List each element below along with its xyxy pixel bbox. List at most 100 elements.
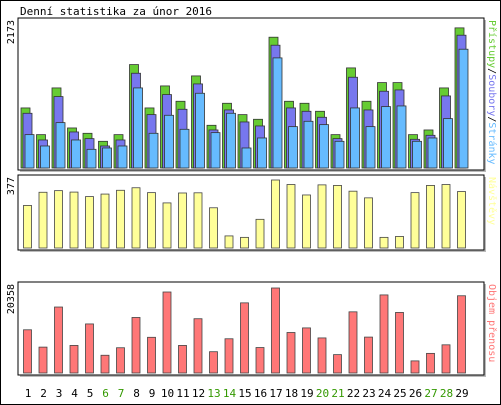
bar-navstevy-day-2 xyxy=(38,191,48,249)
bar-stranky-day-25 xyxy=(396,105,407,169)
bar-objem-prenosu-day-14 xyxy=(224,338,234,374)
bar-objem-prenosu-day-24 xyxy=(379,294,389,374)
day-label-23: 23 xyxy=(362,387,375,400)
legend-separator: / xyxy=(486,68,497,74)
bar-navstevy-day-15 xyxy=(240,236,249,249)
legend-pristupy: Přístupy xyxy=(486,20,498,68)
bar-navstevy-day-10 xyxy=(162,202,172,249)
bar-navstevy-day-11 xyxy=(178,192,187,249)
bar-navstevy-day-22 xyxy=(348,190,358,249)
bar-objem-prenosu-day-22 xyxy=(348,311,358,374)
bar-stranky-day-26 xyxy=(412,140,422,169)
bar-stranky-day-12 xyxy=(195,92,205,169)
bar-stranky-day-16 xyxy=(257,137,267,169)
bar-objem-prenosu-day-21 xyxy=(333,354,342,374)
bar-stranky-day-9 xyxy=(148,132,159,169)
panel-max-label: 20358 xyxy=(6,284,17,314)
bar-objem-prenosu-day-15 xyxy=(240,302,249,374)
bar-objem-prenosu-day-26 xyxy=(410,360,420,374)
bar-objem-prenosu-day-11 xyxy=(178,345,187,374)
panel-2: 377 Návštěvy xyxy=(6,174,498,252)
bar-navstevy-day-23 xyxy=(364,197,373,249)
bar-stranky-day-7 xyxy=(117,145,128,169)
bar-navstevy-day-27 xyxy=(426,185,435,249)
bar-objem-prenosu-day-13 xyxy=(209,351,218,374)
legend-navstevy: Návštěvy xyxy=(486,177,498,225)
panel-legend: Objem přenosu xyxy=(486,284,498,362)
day-label-1: 1 xyxy=(25,387,32,400)
legend-stranky: Stránky xyxy=(486,122,498,164)
bar-objem-prenosu-day-23 xyxy=(364,336,373,374)
bar-navstevy-day-26 xyxy=(410,192,420,249)
bar-objem-prenosu-day-5 xyxy=(85,323,94,374)
day-label-4: 4 xyxy=(71,387,78,400)
bar-navstevy-day-12 xyxy=(193,192,203,249)
bar-objem-prenosu-day-16 xyxy=(255,347,265,374)
day-label-20: 20 xyxy=(316,387,329,400)
bar-navstevy-day-20 xyxy=(317,184,327,249)
day-label-17: 17 xyxy=(269,387,282,400)
bar-stranky-day-6 xyxy=(102,147,112,169)
bar-navstevy-day-13 xyxy=(209,207,218,249)
bar-stranky-day-10 xyxy=(164,114,174,169)
day-label-14: 14 xyxy=(223,387,237,400)
bar-navstevy-day-14 xyxy=(224,235,234,249)
day-label-22: 22 xyxy=(347,387,360,400)
bar-objem-prenosu-day-10 xyxy=(162,291,172,374)
bar-objem-prenosu-day-12 xyxy=(193,318,203,374)
day-label-27: 27 xyxy=(424,387,437,400)
panel-legend: Přístupy/Soubory/Stránky xyxy=(486,20,498,165)
bar-stranky-day-14 xyxy=(226,112,236,169)
bar-navstevy-day-4 xyxy=(69,191,79,249)
day-label-18: 18 xyxy=(285,387,298,400)
bar-stranky-day-29 xyxy=(458,48,469,169)
day-label-29: 29 xyxy=(455,387,468,400)
panel-frame xyxy=(17,174,485,251)
bar-stranky-day-17 xyxy=(272,57,283,169)
bar-objem-prenosu-day-7 xyxy=(116,347,125,374)
bar-navstevy-day-8 xyxy=(131,187,141,249)
bar-objem-prenosu-day-1 xyxy=(23,329,32,374)
bar-navstevy-day-19 xyxy=(302,194,311,249)
bar-stranky-day-20 xyxy=(319,124,329,169)
bar-objem-prenosu-day-28 xyxy=(441,344,451,374)
bar-navstevy-day-6 xyxy=(100,193,110,249)
legend-soubory: Soubory xyxy=(486,74,497,116)
day-label-16: 16 xyxy=(254,387,267,400)
bar-objem-prenosu-day-3 xyxy=(54,306,63,374)
bar-objem-prenosu-day-18 xyxy=(286,332,296,374)
bar-objem-prenosu-day-25 xyxy=(395,312,404,374)
bar-objem-prenosu-day-20 xyxy=(317,337,327,374)
bar-stranky-day-28 xyxy=(443,118,453,169)
panel-legend: Návštěvy xyxy=(486,177,498,225)
day-label-2: 2 xyxy=(40,387,47,400)
bar-navstevy-day-21 xyxy=(333,185,342,249)
bar-objem-prenosu-day-17 xyxy=(271,287,280,374)
bar-navstevy-day-17 xyxy=(271,179,280,249)
bar-objem-prenosu-day-4 xyxy=(69,345,79,374)
bar-stranky-day-24 xyxy=(381,106,391,169)
bar-objem-prenosu-day-9 xyxy=(147,336,156,374)
bar-navstevy-day-24 xyxy=(379,236,389,249)
bar-stranky-day-21 xyxy=(334,140,345,169)
day-label-11: 11 xyxy=(176,387,189,400)
bar-stranky-day-15 xyxy=(241,147,252,169)
bar-stranky-day-3 xyxy=(55,122,66,169)
bar-navstevy-day-3 xyxy=(54,190,63,249)
bar-objem-prenosu-day-19 xyxy=(302,327,311,374)
bar-navstevy-day-9 xyxy=(147,192,156,249)
bar-objem-prenosu-day-6 xyxy=(100,354,110,374)
bar-objem-prenosu-day-8 xyxy=(131,317,141,374)
day-label-10: 10 xyxy=(161,387,174,400)
bar-stranky-day-23 xyxy=(365,126,376,169)
chart-title: Denní statistika za únor 2016 xyxy=(20,5,212,18)
panel-max-label: 2173 xyxy=(6,20,17,44)
legend-objem-prenosu: Objem přenosu xyxy=(486,284,498,362)
day-label-21: 21 xyxy=(331,387,344,400)
bar-stranky-day-8 xyxy=(133,87,143,169)
bar-navstevy-day-25 xyxy=(395,236,404,249)
bar-navstevy-day-16 xyxy=(255,218,265,249)
bar-stranky-day-5 xyxy=(86,148,97,169)
bar-navstevy-day-5 xyxy=(85,196,94,249)
